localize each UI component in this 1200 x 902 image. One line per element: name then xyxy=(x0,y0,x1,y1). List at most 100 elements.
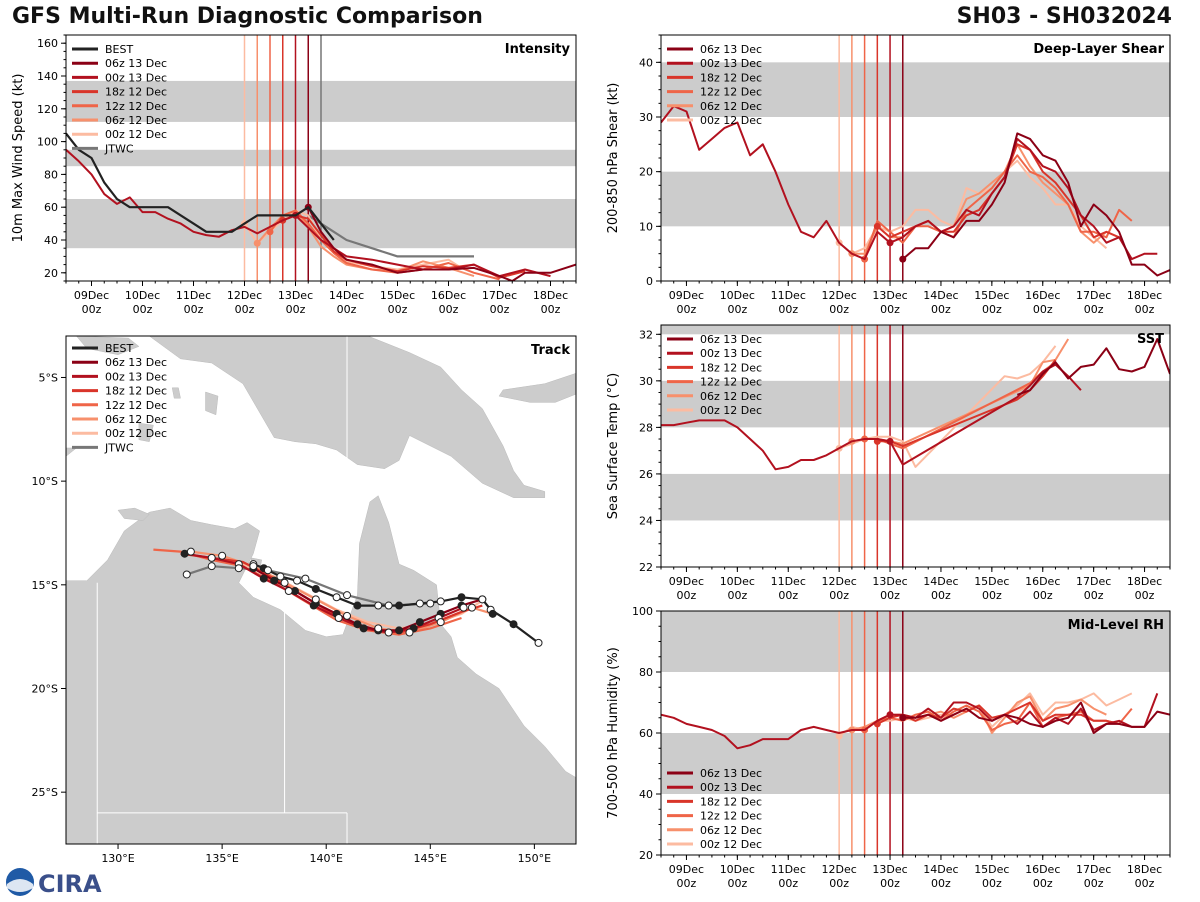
y-tick-label: 0 xyxy=(646,275,653,288)
land-timor xyxy=(66,447,78,457)
x-tick-label: 10Dec xyxy=(720,863,755,876)
x-tick-label: 00z xyxy=(931,877,951,890)
legend-label-12z-12-dec: 12z 12 Dec xyxy=(700,376,762,389)
x-tick-label: 14Dec xyxy=(329,289,364,302)
map-area xyxy=(66,336,576,844)
y-axis-label: 700-500 hPa Humidity (%) xyxy=(606,647,621,819)
page-title: GFS Multi-Run Diagnostic Comparison xyxy=(12,4,483,29)
x-tick-label: 135°E xyxy=(205,852,238,865)
x-tick-label: 11Dec xyxy=(771,575,806,588)
x-tick-label: 00z xyxy=(677,303,697,316)
track-point-best xyxy=(436,597,445,606)
track-point-06z-12-dec xyxy=(218,551,227,560)
legend-label-06z-13-dec: 06z 13 Dec xyxy=(700,767,762,780)
panel-track: 130°E 135°E 140°E 145°E 150°E 5°S 10°S 15°S 20°S… xyxy=(32,335,577,865)
x-tick-label: 00z xyxy=(778,303,798,316)
x-tick-label: 130°E xyxy=(101,852,134,865)
y-tick-label: 80 xyxy=(44,168,58,181)
x-tick-label: 00z xyxy=(829,877,849,890)
init-marker-18z-12-dec xyxy=(873,222,881,230)
track-point-best xyxy=(415,599,424,608)
plot-area xyxy=(66,35,576,281)
x-tick-label: 09Dec xyxy=(669,863,704,876)
x-tick-label: 00z xyxy=(727,589,747,602)
x-tick-label: 00z xyxy=(880,589,900,602)
x-tick-label: 145°E xyxy=(414,852,447,865)
track-point-00z-13-dec xyxy=(359,624,368,633)
legend-label-06z-13-dec: 06z 13 Dec xyxy=(700,43,762,56)
series-line-00z-12-dec xyxy=(838,159,1108,255)
y-tick-label: 30 xyxy=(639,111,653,124)
x-tick-label: 00z xyxy=(982,589,1002,602)
x-tick-label: 00z xyxy=(133,303,153,316)
track-point-06z-12-dec xyxy=(343,611,352,620)
x-tick-label: 14Dec xyxy=(923,289,958,302)
x-tick-label: 00z xyxy=(880,877,900,890)
x-tick-label: 00z xyxy=(1033,877,1053,890)
track-point-06z-12-dec xyxy=(405,628,414,637)
legend-label-00z-13-dec: 00z 13 Dec xyxy=(105,370,167,383)
x-tick-label: 00z xyxy=(829,589,849,602)
legend-label-best: BEST xyxy=(105,43,133,56)
legend-label-00z-12-dec: 00z 12 Dec xyxy=(700,838,762,851)
x-tick-label: 14Dec xyxy=(923,863,958,876)
track-point-jtwc xyxy=(384,601,393,610)
track-point-best xyxy=(276,572,285,581)
x-tick-label: 00z xyxy=(677,589,697,602)
y-axis-label: Sea Surface Temp (°C) xyxy=(606,373,621,520)
track-point-00z-13-dec xyxy=(334,613,343,622)
x-tick-label: 00z xyxy=(727,303,747,316)
y-tick-label: 15°S xyxy=(32,579,58,592)
x-tick-label: 13Dec xyxy=(872,863,907,876)
x-tick-label: 17Dec xyxy=(482,289,517,302)
x-tick-label: 15Dec xyxy=(380,289,415,302)
x-tick-label: 16Dec xyxy=(1025,289,1060,302)
x-tick-label: 00z xyxy=(1135,877,1155,890)
x-tick-label: 11Dec xyxy=(176,289,211,302)
legend-label-12z-12-dec: 12z 12 Dec xyxy=(700,810,762,823)
init-marker-00z-13-dec xyxy=(886,711,894,719)
track-point-best xyxy=(374,601,383,610)
x-tick-label: 15Dec xyxy=(974,575,1009,588)
track-point-best xyxy=(353,601,362,610)
panel-title: Intensity xyxy=(505,42,571,57)
series-line-00z-13-dec xyxy=(661,693,1159,750)
track-point-00z-13-dec xyxy=(207,553,216,562)
track-point-00z-13-dec xyxy=(384,628,393,637)
series-line-12z-12-dec xyxy=(863,154,1133,260)
track-point-06z-13-dec xyxy=(270,576,279,585)
x-tick-label: 00z xyxy=(490,303,510,316)
land-tanimbar xyxy=(138,422,154,442)
series-line-best xyxy=(66,132,335,241)
land-aru-islands xyxy=(205,391,219,416)
x-tick-label: 00z xyxy=(388,303,408,316)
track-point-06z-12-dec xyxy=(249,562,258,571)
x-tick-label: 00z xyxy=(982,303,1002,316)
shade-band xyxy=(661,473,1170,521)
x-tick-label: 13Dec xyxy=(278,289,313,302)
x-tick-label: 16Dec xyxy=(1025,575,1060,588)
y-tick-label: 40 xyxy=(639,56,653,69)
y-tick-label: 120 xyxy=(37,103,58,116)
panel-title: Mid-Level RH xyxy=(1068,618,1164,633)
land-kai-islands xyxy=(171,387,181,399)
shade-band xyxy=(661,171,1170,227)
x-tick-label: 09Dec xyxy=(669,289,704,302)
y-tick-label: 28 xyxy=(639,421,653,434)
legend-label-jtwc: JTWC xyxy=(104,142,134,155)
x-tick-label: 00z xyxy=(778,589,798,602)
cira-logo: CIRA xyxy=(4,866,112,898)
track-point-best xyxy=(509,620,518,629)
track-point-00z-13-dec xyxy=(284,587,293,596)
y-tick-label: 5°S xyxy=(39,371,58,384)
legend-label-12z-12-dec: 12z 12 Dec xyxy=(105,399,167,412)
panel-title: SST xyxy=(1137,332,1164,347)
y-tick-label: 160 xyxy=(37,37,58,50)
x-tick-label: 18Dec xyxy=(1127,863,1162,876)
x-tick-label: 12Dec xyxy=(822,575,857,588)
track-point-06z-13-dec xyxy=(478,595,487,604)
series-line-06z-13-dec xyxy=(1016,338,1170,396)
